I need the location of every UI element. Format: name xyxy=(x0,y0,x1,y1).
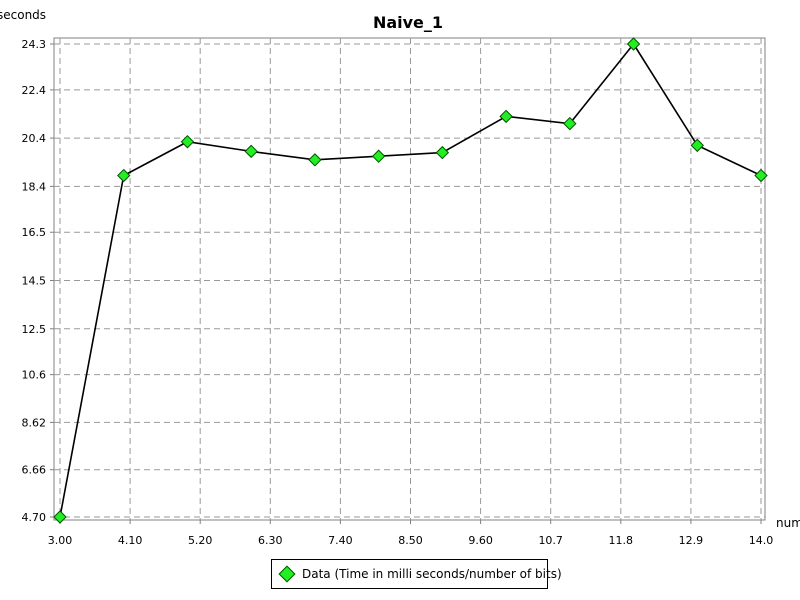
x-tick-label: 6.30 xyxy=(258,534,283,547)
plot-area xyxy=(53,37,766,521)
data-point xyxy=(371,149,386,163)
x-tick-labels: 3.00 4.10 5.20 6.30 7.40 8.50 9.60 10.7 11.8 12.9… xyxy=(48,534,774,547)
y-axis-label: seconds xyxy=(0,8,46,22)
x-tick-label: 5.20 xyxy=(188,534,213,547)
x-tick-label: 14.0 xyxy=(749,534,774,547)
y-tick-label: 10.6 xyxy=(22,369,47,382)
data-point xyxy=(53,510,67,524)
grid-lines xyxy=(54,38,765,520)
y-tick-label: 8.62 xyxy=(22,416,47,429)
data-point xyxy=(180,135,195,149)
series-data xyxy=(53,37,768,524)
data-point xyxy=(117,168,131,183)
data-point xyxy=(626,37,641,51)
y-tick-label: 16.5 xyxy=(22,226,47,239)
y-tick-labels: 24.3 22.4 20.4 18.4 16.5 14.5 12.5 10.6 8.62 6.66… xyxy=(22,38,47,524)
x-tick-label: 8.50 xyxy=(398,534,423,547)
data-point xyxy=(563,116,577,131)
x-tick-label: 4.10 xyxy=(118,534,143,547)
data-point xyxy=(690,138,704,153)
legend-label: Data (Time in milli seconds/number of bi… xyxy=(302,567,562,581)
legend-diamond-marker xyxy=(278,565,296,583)
x-tick-label: 3.00 xyxy=(48,534,73,547)
data-point xyxy=(308,153,322,167)
data-point xyxy=(435,145,450,160)
data-point xyxy=(499,109,513,124)
x-tick-label: 10.7 xyxy=(538,534,563,547)
chart-title: Naive_1 xyxy=(373,13,443,32)
legend: Data (Time in milli seconds/number of bi… xyxy=(271,559,562,589)
y-tick-label: 12.5 xyxy=(22,323,47,336)
x-tick-label: 9.60 xyxy=(468,534,493,547)
data-point xyxy=(754,168,768,183)
x-tick-label: 7.40 xyxy=(328,534,353,547)
x-axis-label: num xyxy=(776,516,800,530)
y-tick-label: 18.4 xyxy=(22,180,47,193)
x-tick-label: 12.9 xyxy=(679,534,704,547)
x-tick-label: 11.8 xyxy=(609,534,634,547)
y-tick-label: 24.3 xyxy=(22,38,47,51)
y-tick-label: 22.4 xyxy=(22,84,47,97)
series-line xyxy=(59,42,762,518)
data-point xyxy=(244,144,258,159)
y-tick-label: 6.66 xyxy=(22,464,47,477)
y-tick-label: 14.5 xyxy=(22,275,47,288)
y-tick-label: 20.4 xyxy=(22,132,47,145)
y-tick-label: 4.70 xyxy=(22,511,47,524)
